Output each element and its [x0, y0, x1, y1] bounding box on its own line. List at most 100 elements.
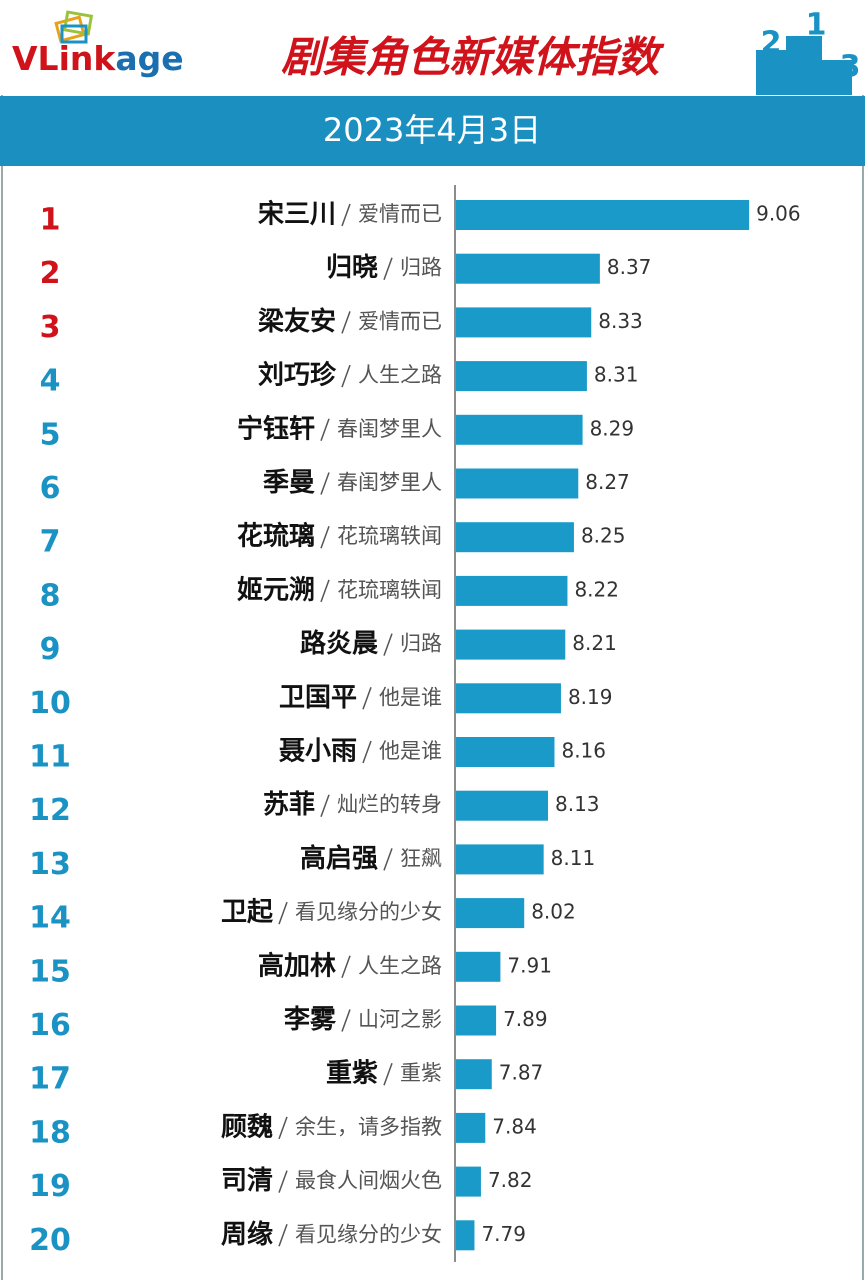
character-name: 宁钰轩 [237, 413, 315, 444]
character-name: 聂小雨 [278, 737, 357, 767]
rank: 13 [29, 847, 71, 882]
value-label: 7.91 [507, 953, 552, 977]
podium-label: 3 [840, 50, 861, 85]
show-name: 人生之路 [358, 363, 442, 387]
show-name: 重紫 [400, 1061, 442, 1085]
bar [456, 361, 587, 392]
rank: 5 [40, 417, 61, 452]
value-label: 8.11 [551, 846, 596, 870]
character-name: 苏菲 [263, 790, 315, 820]
bar [456, 951, 501, 982]
date-band [0, 96, 865, 166]
character-name: 高启强 [300, 843, 378, 874]
show-name: 余生，请多指教 [295, 1115, 442, 1139]
separator [383, 848, 393, 871]
rank: 8 [40, 578, 61, 613]
show-name: 春闺梦里人 [337, 417, 442, 441]
rank: 11 [29, 740, 71, 775]
rank: 12 [29, 793, 71, 828]
separator [383, 1062, 393, 1086]
separator [362, 740, 372, 764]
value-label: 8.21 [572, 631, 617, 655]
bar [456, 1112, 486, 1143]
value-label: 8.22 [574, 577, 619, 601]
character-name: 重紫 [326, 1059, 378, 1089]
chart-title: 剧集角色新媒体指数 [281, 33, 665, 82]
bar [456, 522, 574, 553]
rank: 14 [29, 901, 71, 936]
show-name: 花琉璃轶闻 [337, 578, 442, 602]
bar [456, 1166, 481, 1197]
separator [362, 687, 372, 710]
rank: 7 [40, 525, 61, 560]
bar [456, 253, 600, 284]
value-label: 7.82 [488, 1168, 533, 1192]
bar [456, 1005, 497, 1036]
value-label: 9.06 [756, 202, 801, 226]
rank: 3 [40, 310, 61, 345]
bar [456, 468, 579, 499]
separator [320, 472, 330, 495]
podium-label: 2 [761, 26, 782, 61]
rank: 6 [40, 471, 61, 506]
value-label: 8.27 [585, 470, 630, 494]
character-name: 卫起 [221, 898, 274, 928]
bar [456, 414, 583, 445]
rank: 15 [29, 954, 71, 989]
bar [456, 629, 566, 660]
bar [456, 307, 592, 338]
value-label: 7.84 [492, 1114, 537, 1138]
rank: 2 [40, 256, 61, 291]
show-name: 春闺梦里人 [337, 471, 442, 495]
show-name: 灿烂的转身 [337, 793, 442, 817]
podium-label: 1 [806, 8, 827, 43]
show-name: 他是谁 [379, 685, 442, 709]
separator [383, 257, 393, 280]
bar [456, 844, 544, 875]
character-name: 宋三川 [258, 200, 336, 230]
bar [456, 737, 555, 767]
character-name: 季曼 [263, 468, 315, 498]
value-label: 8.02 [531, 900, 576, 924]
value-label: 8.37 [607, 255, 652, 279]
separator [320, 525, 330, 549]
separator [320, 794, 330, 817]
separator [341, 1009, 351, 1032]
character-name: 刘巧珍 [258, 360, 337, 391]
character-name: 花琉璃 [237, 521, 315, 552]
separator [341, 364, 351, 388]
show-name: 人生之路 [358, 954, 442, 978]
separator [383, 633, 393, 656]
value-label: 7.87 [499, 1061, 544, 1085]
value-label: 8.33 [598, 309, 643, 333]
separator [341, 203, 351, 227]
separator [341, 311, 351, 334]
show-name: 归路 [400, 632, 442, 656]
value-label: 8.16 [561, 739, 606, 763]
bar [456, 683, 561, 714]
separator [278, 1170, 288, 1193]
logo-part: VLink [12, 39, 116, 78]
rank: 16 [29, 1008, 71, 1043]
character-name: 姬元溯 [237, 575, 315, 605]
character-name: 归晓 [326, 253, 378, 283]
character-name: 李雾 [283, 1005, 337, 1035]
separator [278, 1116, 288, 1140]
value-label: 8.25 [581, 524, 626, 548]
value-label: 7.89 [503, 1007, 548, 1031]
bar [456, 200, 750, 230]
subtitle: 2023年4月3日 [323, 111, 541, 149]
character-name: 司清 [221, 1166, 273, 1196]
separator [341, 955, 351, 979]
show-name: 最食人间烟火色 [295, 1169, 442, 1193]
character-name: 梁友安 [257, 307, 336, 337]
rank: 17 [29, 1062, 71, 1097]
show-name: 狂飙 [400, 846, 442, 870]
separator [278, 901, 288, 925]
show-name: 归路 [400, 256, 442, 280]
show-name: 爱情而已 [358, 309, 442, 333]
character-name: 周缘 [221, 1220, 273, 1250]
value-label: 7.79 [481, 1222, 526, 1246]
character-name: 高加林 [258, 950, 336, 981]
logo-icon [54, 10, 94, 44]
